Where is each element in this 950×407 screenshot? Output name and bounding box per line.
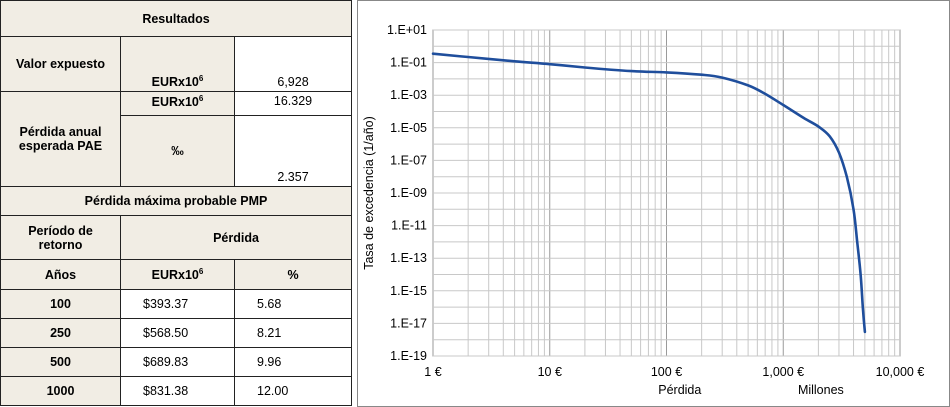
y-tick-label: 1.E+01 — [387, 23, 427, 37]
chart-panel: 1.E+01 1.E-01 1.E-03 1.E-05 1.E-07 1.E-09 1.E-… — [357, 0, 950, 407]
table-row: 500 $689.83 9.96 — [0, 347, 353, 377]
table-row: 100 $393.37 5.68 — [0, 289, 353, 319]
pae-eur-unit: EURx106 — [120, 91, 235, 116]
pmp-title: Pérdida máxima probable PMP — [0, 186, 353, 216]
y-tick-label: 1.E-17 — [390, 316, 427, 330]
pae-permil-value: 2.357 — [233, 115, 353, 187]
row-pct: 5.68 — [233, 289, 353, 319]
row-pct: 12.00 — [233, 376, 353, 406]
y-tick-label: 1.E-09 — [390, 186, 427, 200]
row-pct: 9.96 — [233, 347, 353, 377]
y-axis-title: Tasa de excedencia (1/año) — [362, 116, 376, 270]
valor-expuesto-label: Valor expuesto — [0, 36, 121, 92]
y-tick-label: 1.E-01 — [390, 56, 427, 70]
y-tick-label: 1.E-15 — [390, 284, 427, 298]
pae-eur-value: 16.329 — [233, 91, 353, 116]
y-tick-label: 1.E-07 — [390, 153, 427, 167]
pct-header: % — [233, 259, 353, 290]
row-loss: $568.50 — [120, 318, 235, 348]
pae-label: Pérdida anual esperada PAE — [0, 91, 121, 187]
results-title: Resultados — [0, 0, 353, 37]
x-tick-label: 10 € — [538, 365, 562, 379]
x-tick-label: 100 € — [651, 365, 682, 379]
pae-permil-unit: ‰ — [120, 115, 235, 187]
exceedance-chart: 1.E+01 1.E-01 1.E-03 1.E-05 1.E-07 1.E-09 1.E-… — [357, 0, 950, 407]
table-row: 1000 $831.38 12.00 — [0, 376, 353, 406]
x-tick-label: 1,000 € — [762, 365, 804, 379]
y-tick-label: 1.E-11 — [391, 219, 427, 233]
row-pct: 8.21 — [233, 318, 353, 348]
periodo-label: Período de retorno — [0, 215, 121, 260]
row-years: 100 — [0, 289, 121, 319]
row-years: 1000 — [0, 376, 121, 406]
perdida-label: Pérdida — [119, 215, 353, 260]
x-tick-label: 10,000 € — [876, 365, 925, 379]
eur-unit-header: EURx106 — [120, 259, 235, 290]
row-loss: $393.37 — [120, 289, 235, 319]
y-tick-label: 1.E-03 — [390, 88, 427, 102]
x-tick-label: 1 € — [424, 365, 441, 379]
series-line — [431, 52, 867, 334]
row-loss: $831.38 — [120, 376, 235, 406]
x-axis-unit-note: Millones — [798, 383, 844, 397]
y-tick-label: 1.E-13 — [390, 251, 427, 265]
row-loss: $689.83 — [120, 347, 235, 377]
table-row: 250 $568.50 8.21 — [0, 318, 353, 348]
valor-expuesto-value: 6,928 — [233, 36, 353, 92]
valor-expuesto-unit: EURx106 — [120, 36, 235, 92]
results-table: Resultados Valor expuesto EURx106 6,928 … — [0, 0, 353, 406]
row-years: 250 — [0, 318, 121, 348]
y-tick-label: 1.E-19 — [390, 349, 427, 363]
row-years: 500 — [0, 347, 121, 377]
anos-label: Años — [0, 259, 121, 290]
y-tick-label: 1.E-05 — [390, 121, 427, 135]
x-axis-title: Pérdida — [658, 383, 701, 397]
